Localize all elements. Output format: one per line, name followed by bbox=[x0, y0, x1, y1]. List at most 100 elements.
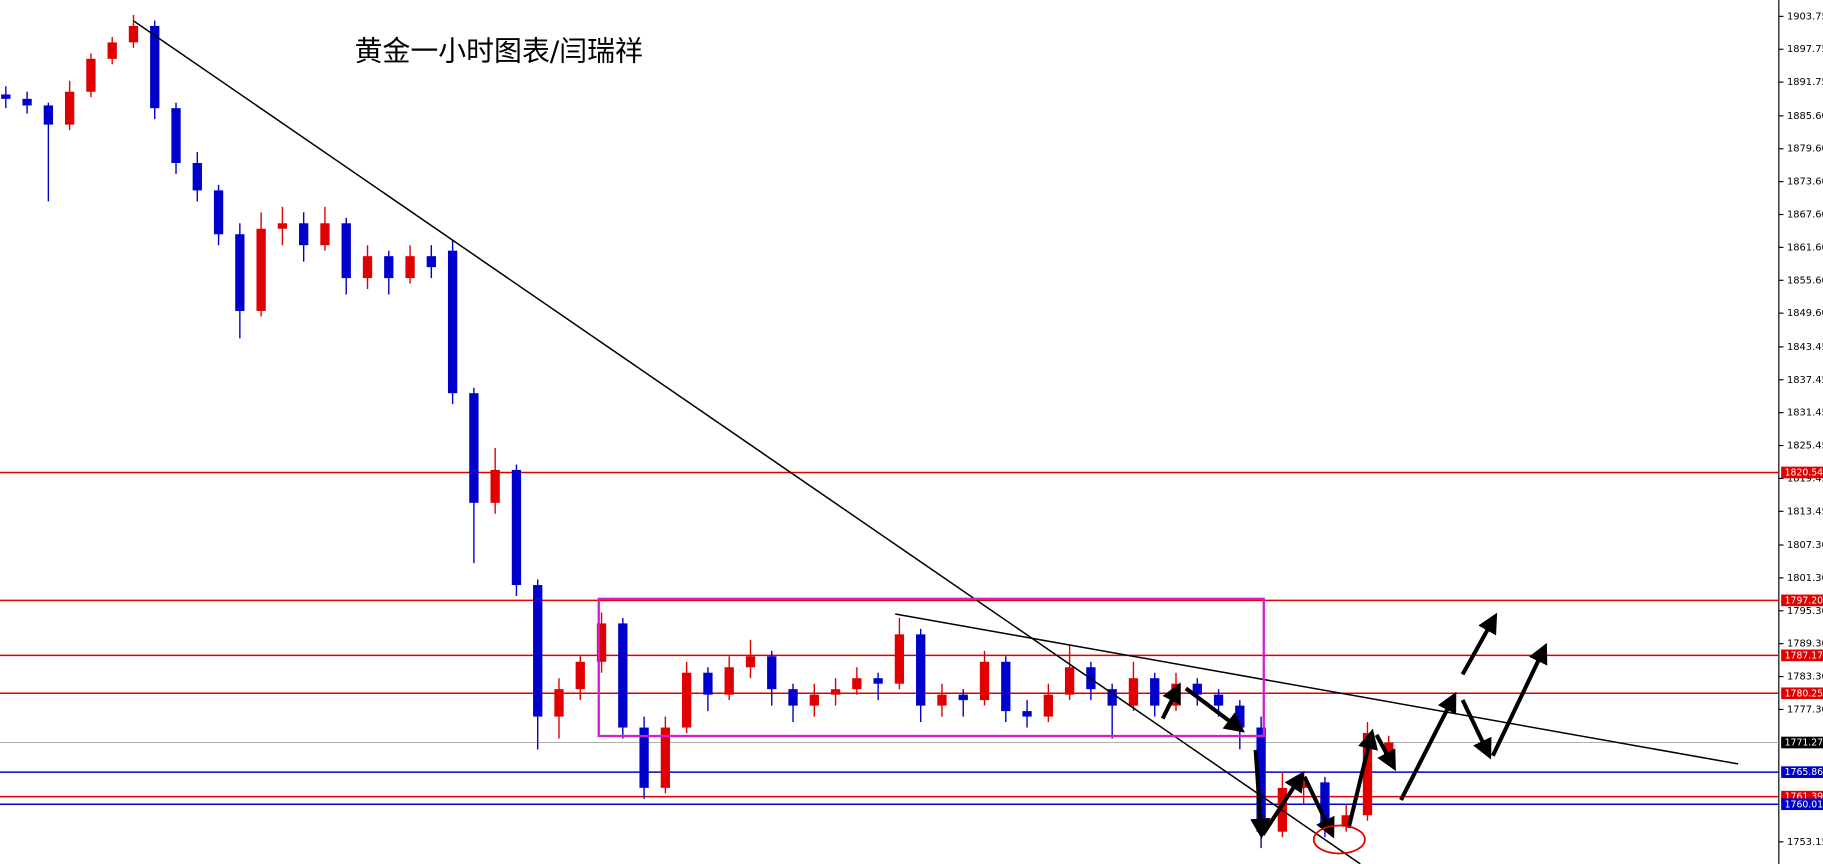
y-tick-label: 1801.30 bbox=[1787, 573, 1823, 584]
arrow bbox=[1399, 691, 1457, 801]
candle-body bbox=[554, 689, 564, 717]
level-label-box bbox=[1781, 798, 1823, 811]
candle-body bbox=[1362, 733, 1373, 816]
candle-body bbox=[788, 689, 798, 706]
candle-body bbox=[235, 234, 245, 311]
candle-body bbox=[107, 42, 117, 59]
y-tick-label: 1753.15 bbox=[1787, 837, 1823, 848]
candle-body bbox=[745, 656, 756, 668]
candle-body bbox=[64, 91, 75, 125]
candle-body bbox=[405, 256, 415, 279]
level-label-box bbox=[1781, 687, 1823, 700]
level-label: 1771.27 bbox=[1785, 738, 1823, 749]
arrow bbox=[1346, 728, 1378, 829]
trend-line bbox=[895, 613, 1739, 765]
arrow bbox=[1250, 749, 1271, 839]
level-label-box bbox=[1781, 466, 1823, 479]
arrow bbox=[1460, 612, 1498, 676]
candle-body bbox=[362, 256, 373, 279]
y-tick-label: 1867.60 bbox=[1787, 210, 1823, 221]
candle-body bbox=[213, 190, 224, 235]
candle-body bbox=[767, 656, 777, 690]
candle-body bbox=[830, 689, 841, 695]
arrow bbox=[1260, 770, 1305, 836]
arrow bbox=[1184, 686, 1245, 733]
candle-body bbox=[341, 223, 351, 279]
candle-body bbox=[1341, 815, 1351, 827]
candle-body bbox=[681, 672, 692, 728]
y-tick-label: 1825.45 bbox=[1787, 441, 1823, 452]
candle-body bbox=[469, 393, 479, 503]
level-label-box bbox=[1781, 766, 1823, 778]
candle-body bbox=[979, 661, 990, 701]
y-tick-label: 1837.45 bbox=[1787, 375, 1823, 386]
range-box bbox=[597, 597, 1265, 738]
candle-body bbox=[128, 25, 139, 43]
y-tick-label: 1861.60 bbox=[1787, 242, 1823, 253]
y-tick-label: 1903.75 bbox=[1787, 11, 1823, 22]
annotations bbox=[133, 20, 1739, 864]
candle-body bbox=[43, 105, 54, 125]
y-tick-label: 1843.45 bbox=[1787, 342, 1823, 353]
candle-body bbox=[22, 98, 32, 106]
candle-body bbox=[171, 108, 181, 163]
candle-body bbox=[618, 623, 628, 728]
arrow bbox=[1160, 682, 1181, 720]
arrow bbox=[1490, 642, 1548, 757]
y-tick-label: 1873.60 bbox=[1787, 177, 1823, 188]
y-tick-label: 1807.30 bbox=[1787, 540, 1823, 551]
candle-body bbox=[1213, 694, 1224, 706]
y-tick-label: 1879.60 bbox=[1787, 144, 1823, 155]
arrow bbox=[1302, 775, 1335, 839]
candle-body bbox=[958, 694, 968, 701]
candle-body bbox=[660, 727, 671, 788]
candle-body bbox=[937, 694, 947, 706]
candle-body bbox=[1192, 683, 1202, 695]
level-label: 1797.20 bbox=[1785, 595, 1823, 606]
candle-body bbox=[1320, 782, 1330, 827]
level-label: 1780.25 bbox=[1785, 688, 1823, 699]
candle-body bbox=[1150, 678, 1160, 706]
candle-body bbox=[150, 25, 160, 109]
candle-body bbox=[639, 727, 649, 788]
y-tick-label: 1777.30 bbox=[1787, 704, 1823, 715]
level-label: 1761.39 bbox=[1785, 792, 1823, 803]
level-label-box bbox=[1781, 649, 1823, 662]
y-tick-label: 1885.60 bbox=[1787, 111, 1823, 122]
level-label: 1760.01 bbox=[1785, 799, 1823, 810]
candle-body bbox=[426, 256, 436, 268]
level-label-box bbox=[1781, 736, 1823, 749]
candle-body bbox=[1001, 661, 1011, 712]
candle-body bbox=[320, 223, 330, 246]
arrows bbox=[1160, 612, 1548, 839]
candle-body bbox=[724, 667, 734, 695]
y-axis: 1903.75 1897.75 1891.75 1885.60 1879.60 1873.… bbox=[1778, 11, 1823, 848]
candle-body bbox=[873, 678, 883, 684]
candle-body bbox=[384, 256, 394, 279]
candle-body bbox=[1, 94, 11, 99]
y-tick-label: 1849.60 bbox=[1787, 308, 1823, 319]
level-label: 1787.17 bbox=[1785, 650, 1823, 661]
chart-title: 黄金一小时图表/闫瑞祥 bbox=[355, 34, 643, 67]
level-label: 1820.54 bbox=[1785, 468, 1823, 479]
levels bbox=[0, 471, 1779, 805]
candle-body bbox=[1043, 694, 1053, 717]
candle-body bbox=[703, 672, 713, 695]
candle-body bbox=[1107, 689, 1117, 706]
y-tick-label: 1783.30 bbox=[1787, 672, 1823, 683]
candle-body bbox=[86, 58, 96, 92]
level-label: 1765.86 bbox=[1785, 767, 1823, 778]
y-tick-label: 1891.75 bbox=[1787, 77, 1823, 88]
candle-body bbox=[533, 585, 543, 717]
candle-body bbox=[511, 469, 522, 586]
highlight-circle bbox=[1312, 824, 1366, 855]
y-tick-label: 1897.75 bbox=[1787, 44, 1823, 55]
candle-body bbox=[256, 228, 266, 311]
arrow bbox=[1374, 733, 1396, 772]
y-tick-label: 1831.45 bbox=[1787, 408, 1823, 419]
candle-body bbox=[894, 634, 905, 684]
candle-body bbox=[809, 694, 819, 706]
